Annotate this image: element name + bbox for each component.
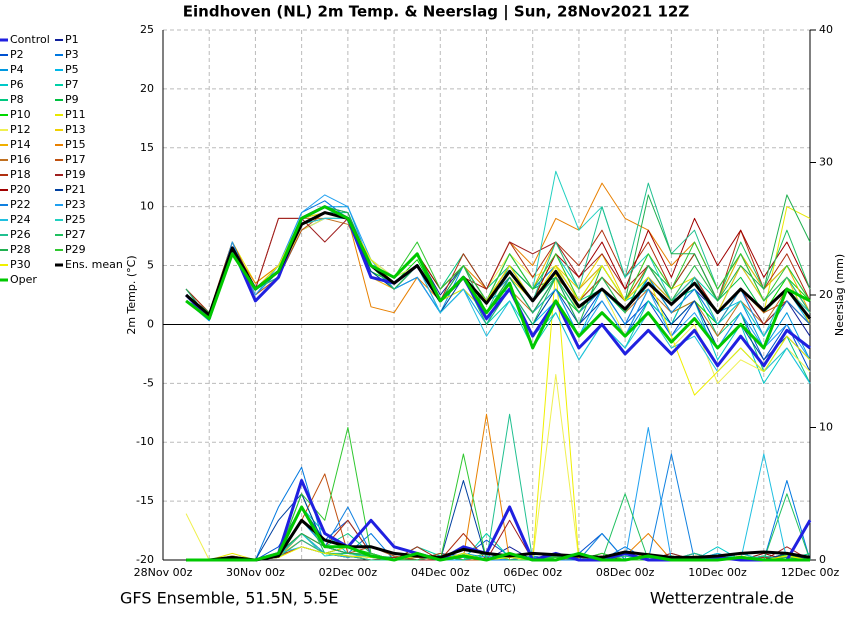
legend-label: P22 [10, 198, 31, 211]
legend-label: P23 [65, 198, 86, 211]
legend-label: P18 [10, 168, 31, 181]
temp-line [185, 194, 811, 361]
legend-label: P1 [65, 33, 79, 46]
legend-label: P27 [65, 228, 86, 241]
x-tick-label: 30Nov 00z [226, 566, 285, 579]
y-tick-label: -10 [136, 435, 154, 448]
precip-line [186, 505, 810, 562]
y-tick-label: 5 [147, 259, 154, 272]
y-tick-label: 10 [140, 200, 154, 213]
legend-label: P28 [10, 243, 31, 256]
legend-label: Oper [10, 273, 37, 286]
legend-label: Control [10, 33, 50, 46]
y2-axis-label: Neerslag (mm) [833, 254, 846, 336]
legend-label: P6 [10, 78, 24, 91]
legend-label: P12 [10, 123, 31, 136]
x-tick-label: 12Dec 00z [781, 566, 840, 579]
y2-tick-label: 30 [819, 156, 833, 169]
temp-line [185, 217, 811, 325]
legend-label: P13 [65, 123, 86, 136]
y-tick-label: -20 [136, 553, 154, 566]
y-axis-label: 2m Temp. (°C) [125, 255, 138, 334]
legend-label: P16 [10, 153, 31, 166]
legend-label: P24 [10, 213, 31, 226]
legend-label: P7 [65, 78, 79, 91]
x-tick-label: 28Nov 00z [134, 566, 193, 579]
y-tick-label: 25 [140, 23, 154, 36]
legend-label: P9 [65, 93, 79, 106]
precip-line [186, 518, 811, 562]
legend-label: P17 [65, 153, 86, 166]
legend-label: P15 [65, 138, 86, 151]
legend-label: P10 [10, 108, 31, 121]
x-axis-label: Date (UTC) [456, 582, 516, 595]
legend-label: P20 [10, 183, 31, 196]
y-tick-label: 15 [140, 141, 154, 154]
x-tick-label: 10Dec 00z [688, 566, 747, 579]
legend-label: P5 [65, 63, 79, 76]
legend-label: P8 [10, 93, 24, 106]
legend-label: P30 [10, 258, 31, 271]
y2-tick-label: 10 [819, 421, 833, 434]
temp-line [185, 182, 811, 314]
y2-tick-label: 40 [819, 23, 833, 36]
legend-label: P14 [10, 138, 31, 151]
legend-label: P21 [65, 183, 86, 196]
x-tick-label: 04Dec 00z [411, 566, 470, 579]
x-tick-label: 06Dec 00z [503, 566, 562, 579]
legend-label: Ens. mean [65, 258, 123, 271]
x-tick-label: 02Dec 00z [319, 566, 378, 579]
legend-label: P3 [65, 48, 79, 61]
footer-source: GFS Ensemble, 51.5N, 5.5E [120, 589, 339, 608]
legend-label: P4 [10, 63, 24, 76]
legend-label: P19 [65, 168, 86, 181]
temp-line [185, 205, 811, 350]
legend-label: P2 [10, 48, 24, 61]
legend-label: P29 [65, 243, 86, 256]
legend-label: P25 [65, 213, 86, 226]
footer-site: Wetterzentrale.de [650, 589, 794, 608]
legend-label: P26 [10, 228, 31, 241]
y-tick-label: -15 [136, 494, 154, 507]
y-tick-label: -5 [143, 376, 154, 389]
x-tick-label: 08Dec 00z [596, 566, 655, 579]
precip-line [186, 413, 810, 561]
y-tick-label: 0 [147, 317, 154, 330]
chart-title: Eindhoven (NL) 2m Temp. & Neerslag | Sun… [183, 3, 690, 22]
y2-tick-label: 20 [819, 288, 833, 301]
y-tick-label: 20 [140, 82, 154, 95]
legend-label: P11 [65, 108, 86, 121]
y2-tick-label: 0 [819, 553, 826, 566]
